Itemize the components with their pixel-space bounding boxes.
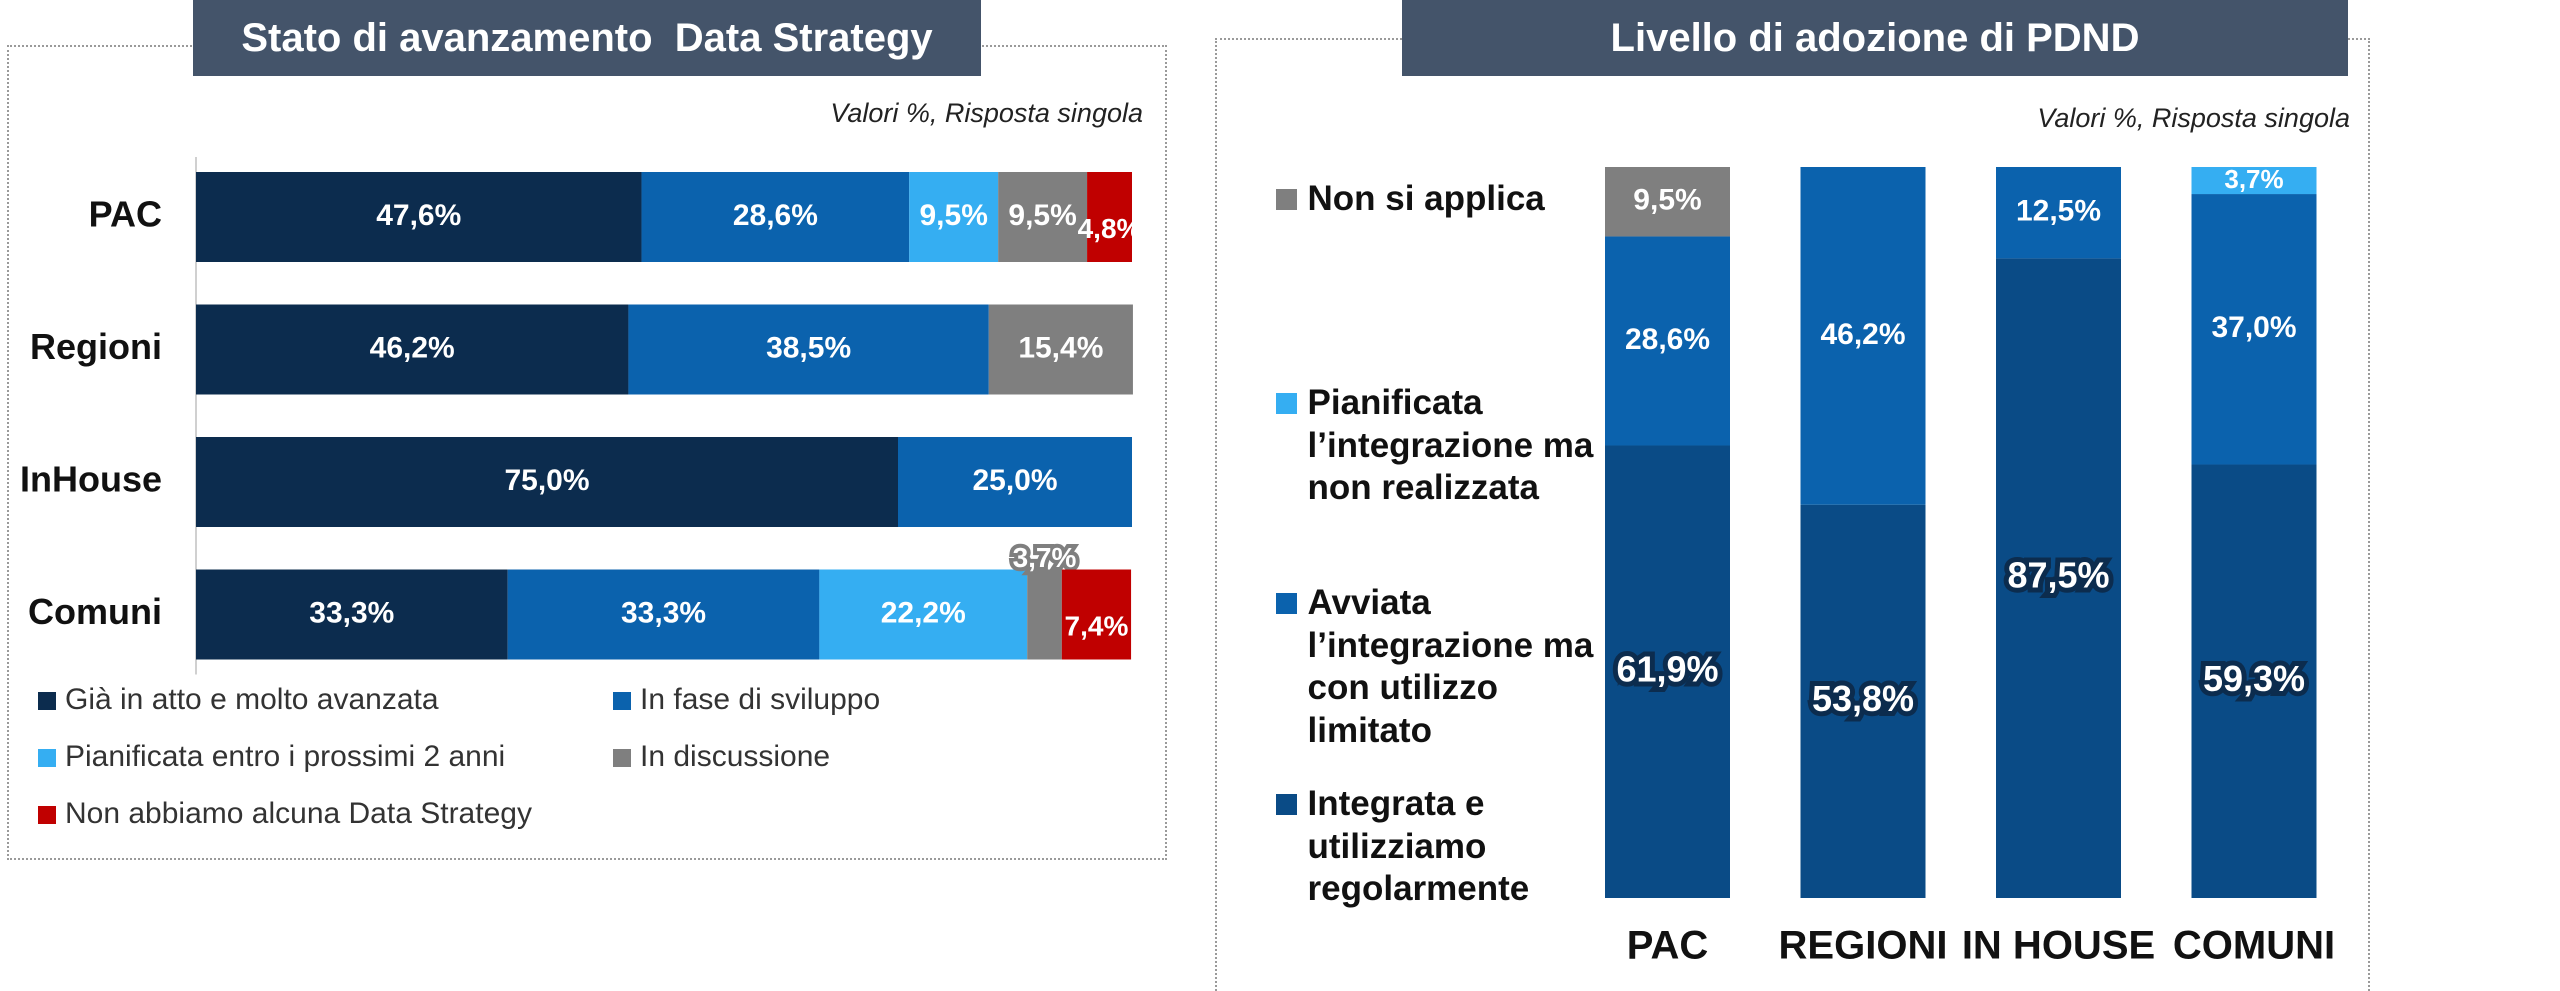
bar-segment xyxy=(1087,172,1132,262)
bar-segment xyxy=(196,304,629,395)
data-label: 38,5% xyxy=(766,331,851,364)
legend-item: In fase di sviluppo xyxy=(613,683,1173,717)
data-label: 3,7% xyxy=(1013,542,1077,573)
bar-segment xyxy=(909,172,999,262)
data-label: 25,0% xyxy=(972,464,1057,497)
legend-swatch xyxy=(613,749,631,767)
chart-title: Livello di adozione di PDND xyxy=(1402,0,2348,76)
data-label: 28,6% xyxy=(733,199,818,232)
bar-segment xyxy=(1996,258,2121,898)
data-label: 33,3% xyxy=(621,596,706,629)
bar-segment xyxy=(2191,167,2317,195)
data-label: 61,9% xyxy=(1616,648,1718,689)
legend-label: Non si applica xyxy=(1307,179,1545,218)
legend-swatch xyxy=(613,692,631,710)
bar-segment xyxy=(998,172,1088,262)
subtitle: Valori %, Risposta singola xyxy=(830,98,1143,128)
legend-item: Già in atto e molto avanzata xyxy=(38,683,598,717)
legend-item: Pianificata l’integrazione ma non realiz… xyxy=(1276,382,1596,510)
x-tick-label: COMUNI xyxy=(2173,924,2335,968)
legend-swatch xyxy=(1276,188,1297,210)
legend-swatch xyxy=(1276,392,1297,414)
legend-label: In fase di sviluppo xyxy=(640,683,881,716)
subtitle: Valori %, Risposta singola xyxy=(2037,103,2350,133)
bar-segment xyxy=(1605,167,1730,237)
bar-segment xyxy=(1605,445,1730,898)
legend-label: Integrata e utilizziamo regolarmente xyxy=(1307,784,1530,909)
data-label: 46,2% xyxy=(1820,318,1905,351)
bar-segment xyxy=(2191,194,2317,465)
bar-segment xyxy=(628,304,989,395)
bar-segment xyxy=(1800,167,1926,505)
x-tick-label: REGIONI xyxy=(1779,924,1948,968)
legend-item: Non si applica xyxy=(1276,178,1596,221)
data-label: 4,8% xyxy=(1078,213,1142,244)
bar-segment xyxy=(196,172,642,262)
bar-segment xyxy=(196,569,508,660)
data-label: 9,5% xyxy=(919,199,987,232)
legend-label: Avviata l’integrazione ma con utilizzo l… xyxy=(1307,583,1594,751)
bar-segment xyxy=(507,569,820,660)
data-label: 47,6% xyxy=(376,199,461,232)
data-label: 9,5% xyxy=(1008,199,1076,232)
bar-segment xyxy=(1605,236,1730,446)
legend-label: Già in atto e molto avanzata xyxy=(65,683,439,716)
data-label: 15,4% xyxy=(1018,331,1103,364)
legend-swatch xyxy=(1276,592,1297,614)
bar-segment xyxy=(898,437,1132,527)
data-label: 53,8% xyxy=(1812,678,1914,719)
chart-title: Stato di avanzamento Data Strategy xyxy=(193,0,981,76)
data-label: 46,2% xyxy=(370,331,455,364)
legend-swatch xyxy=(38,806,56,824)
legend-label: In discussione xyxy=(640,740,831,773)
legend-item: Avviata l’integrazione ma con utilizzo l… xyxy=(1276,582,1596,753)
legend-swatch xyxy=(1276,793,1297,815)
legend-swatch xyxy=(38,692,56,710)
y-tick-label: Comuni xyxy=(28,591,162,632)
legend-item: Pianificata entro i prossimi 2 anni xyxy=(38,740,598,774)
x-tick-label: PAC xyxy=(1627,924,1708,968)
legend-swatch xyxy=(38,749,56,767)
data-label: 33,3% xyxy=(309,596,394,629)
y-tick-label: Regioni xyxy=(30,326,162,367)
x-tick-label: IN HOUSE xyxy=(1962,924,2155,968)
data-label: 9,5% xyxy=(1633,184,1701,217)
bar-segment xyxy=(1800,504,1926,898)
data-label: 28,6% xyxy=(1625,323,1710,356)
bar-segment xyxy=(1027,569,1062,660)
legend-label: Pianificata l’integrazione ma non realiz… xyxy=(1307,383,1594,508)
data-label: 22,2% xyxy=(881,596,966,629)
y-tick-label: InHouse xyxy=(20,459,162,500)
data-label: 3,7% xyxy=(2224,164,2283,194)
bar-segment xyxy=(2191,464,2317,898)
data-label: 7,4% xyxy=(1065,610,1129,641)
legend-item: Non abbiamo alcuna Data Strategy xyxy=(38,797,598,831)
data-label: 37,0% xyxy=(2211,311,2296,344)
data-label: 75,0% xyxy=(504,464,589,497)
bar-segment xyxy=(988,304,1133,395)
bar-segment xyxy=(196,437,898,527)
y-tick-label: PAC xyxy=(89,194,162,235)
legend-label: Pianificata entro i prossimi 2 anni xyxy=(65,740,506,773)
bar-segment xyxy=(819,569,1028,660)
legend-item: Integrata e utilizziamo regolarmente xyxy=(1276,783,1596,911)
bar-segment xyxy=(1061,569,1132,660)
data-label: 87,5% xyxy=(2007,555,2109,596)
legend-item: In discussione xyxy=(613,740,1173,774)
bar-segment xyxy=(1996,167,2121,259)
legend-label: Non abbiamo alcuna Data Strategy xyxy=(65,797,532,830)
bar-segment xyxy=(641,172,910,262)
data-label: 12,5% xyxy=(2016,195,2101,228)
data-label: 59,3% xyxy=(2203,658,2305,699)
